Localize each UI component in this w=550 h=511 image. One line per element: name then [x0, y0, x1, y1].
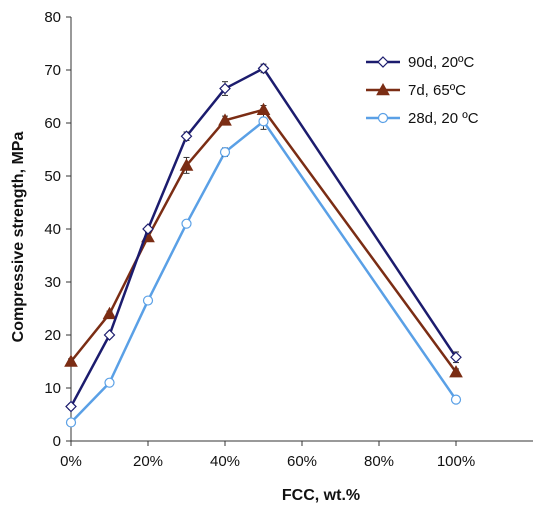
data-point	[450, 394, 462, 405]
y-tick-label: 50	[44, 168, 61, 185]
data-point	[142, 223, 154, 235]
y-tick-label: 20	[44, 327, 61, 344]
data-point	[65, 400, 77, 413]
data-point	[102, 306, 117, 320]
data-point	[64, 354, 78, 367]
series-diamond	[65, 62, 462, 413]
x-tick-label: 100%	[437, 453, 475, 470]
x-tick-label: 0%	[60, 453, 82, 470]
x-tick-label: 80%	[364, 453, 394, 470]
y-tick-label: 30	[44, 274, 61, 291]
data-point	[219, 147, 231, 158]
x-tick-label: 20%	[133, 453, 163, 470]
data-point	[449, 365, 463, 378]
y-tick-label: 60	[44, 115, 61, 132]
y-tick-label: 80	[44, 9, 61, 26]
data-point	[65, 417, 77, 428]
legend-marker	[377, 56, 389, 68]
y-axis-ticks: 0 10 20 30 40 50 60 70 80	[44, 9, 71, 450]
x-axis-title: FCC, wt.%	[282, 487, 360, 504]
data-point	[257, 62, 270, 75]
series-layer	[64, 62, 463, 428]
legend: 90d, 20ºC 7d, 65ºC 28d, 20 ºC	[366, 54, 479, 127]
legend-marker	[376, 82, 390, 96]
data-point	[179, 158, 194, 171]
data-point	[142, 295, 154, 306]
y-tick-label: 0	[53, 433, 61, 450]
x-axis-ticks: 0% 20% 40% 60% 80% 100%	[60, 441, 475, 470]
x-tick-label: 40%	[210, 453, 240, 470]
legend-label: 28d, 20 ºC	[408, 110, 479, 127]
legend-item: 7d, 65ºC	[366, 82, 466, 99]
legend-marker	[377, 112, 389, 124]
data-point	[256, 102, 271, 116]
y-axis-title: Compressive strength, MPa	[10, 132, 27, 343]
data-point	[103, 329, 116, 341]
x-tick-label: 60%	[287, 453, 317, 470]
data-point	[218, 113, 232, 126]
data-point	[450, 351, 462, 364]
legend-item: 28d, 20 ºC	[366, 110, 479, 127]
series-line-triangle	[70, 108, 458, 373]
plot-area	[70, 17, 533, 442]
series-circle	[65, 112, 462, 428]
data-point	[181, 218, 192, 229]
y-tick-label: 70	[44, 62, 61, 79]
data-point	[104, 377, 115, 388]
y-tick-label: 40	[44, 221, 61, 238]
legend-label: 90d, 20ºC	[408, 54, 475, 71]
data-point	[258, 116, 269, 127]
data-point	[180, 130, 193, 143]
y-tick-label: 10	[44, 380, 61, 397]
legend-item: 90d, 20ºC	[366, 54, 475, 71]
data-point	[219, 82, 231, 95]
legend-label: 7d, 65ºC	[408, 82, 466, 99]
series-triangle	[64, 102, 463, 378]
